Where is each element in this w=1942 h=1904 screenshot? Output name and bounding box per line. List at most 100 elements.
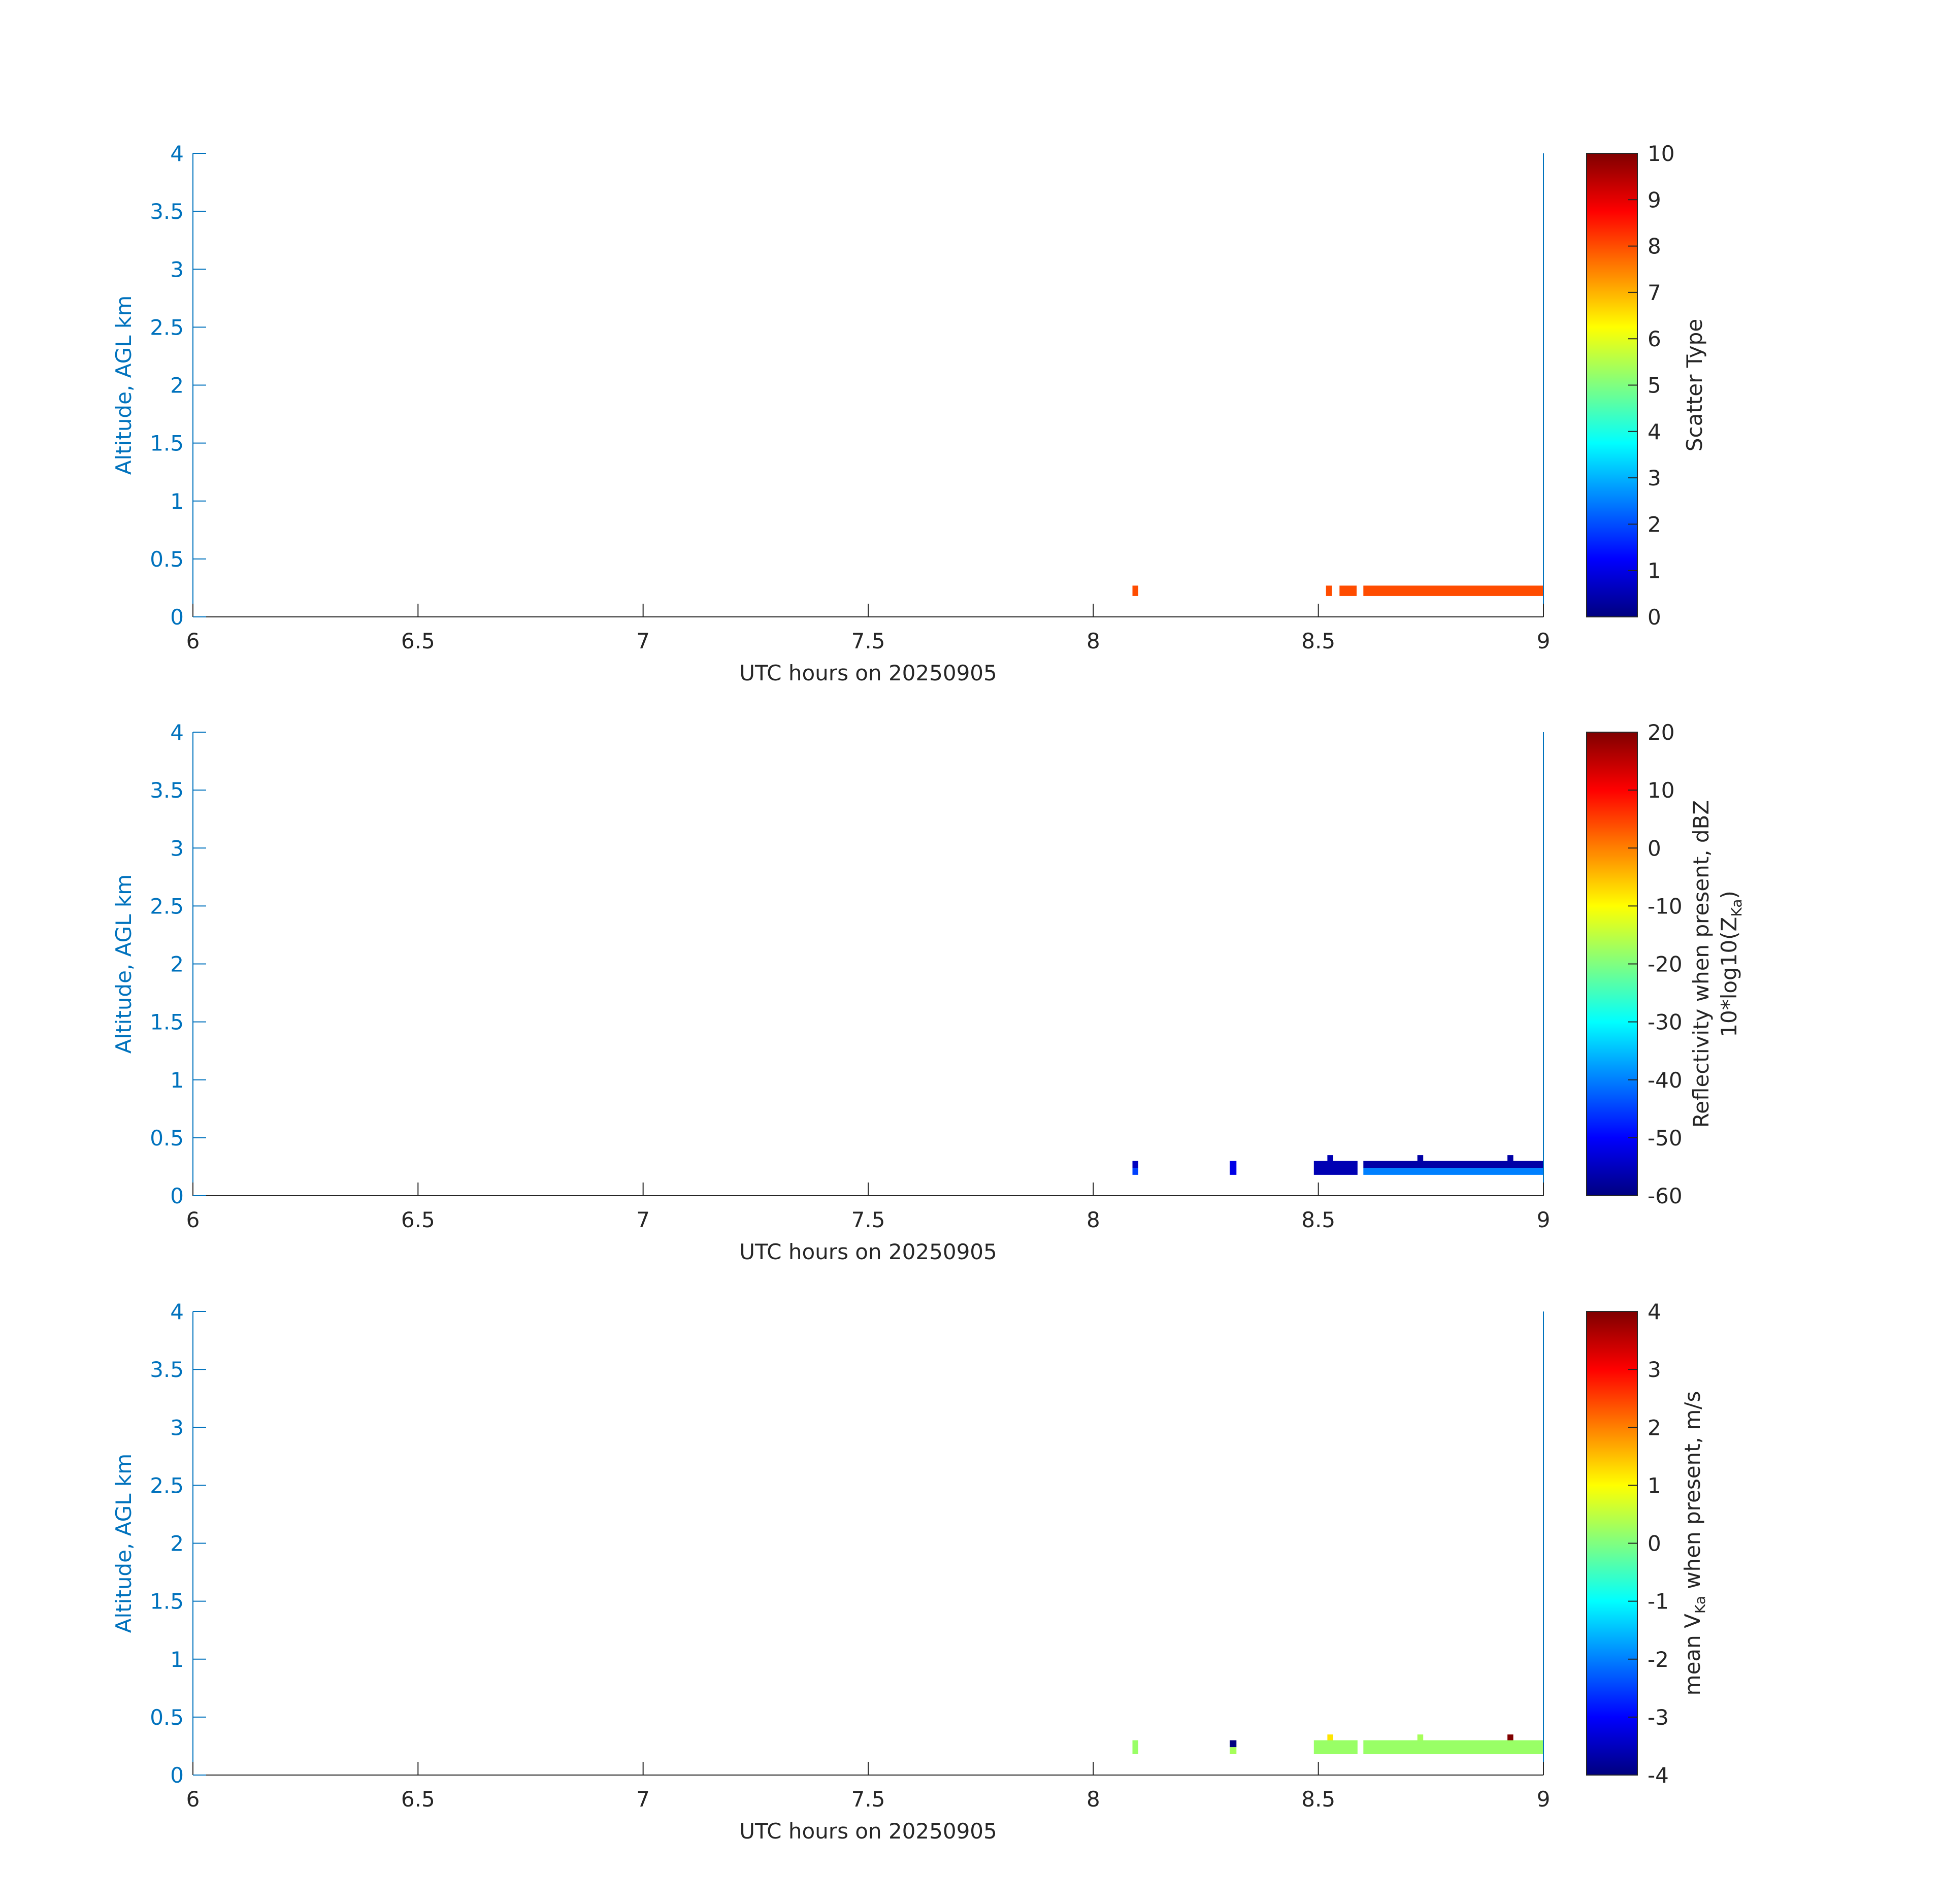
- x-tick-label: 6: [186, 1207, 200, 1232]
- y-axis-label: Altitude, AGL km: [111, 1454, 136, 1633]
- x-tick-label: 7: [636, 1207, 650, 1232]
- colorbar-label-post: when present, m/s: [1680, 1391, 1705, 1596]
- colorbar-tick-label: -4: [1648, 1763, 1669, 1788]
- y-tick-label: 0: [170, 605, 184, 630]
- data-cell: [1417, 1734, 1424, 1741]
- colorbar-label-sub: Ka: [1692, 1596, 1708, 1614]
- y-tick-label: 3.5: [150, 778, 184, 803]
- x-tick-label: 7.5: [851, 629, 885, 653]
- colorbar-tick-label: 6: [1648, 326, 1661, 351]
- y-tick-label: 1.5: [150, 1589, 184, 1614]
- colorbar-tick-label: -20: [1648, 952, 1683, 977]
- x-tick-label: 9: [1537, 1207, 1551, 1232]
- colorbar-tick-label: 4: [1648, 419, 1661, 444]
- colorbar-tick-label: 1: [1648, 559, 1661, 583]
- data-cell: [1327, 1734, 1333, 1741]
- y-tick-label: 1: [170, 489, 184, 514]
- data-cell: [1363, 585, 1543, 596]
- y-tick-label: 2.5: [150, 315, 184, 340]
- colorbar-tick-label: 10: [1648, 778, 1674, 803]
- colorbar-tick-label: 1: [1648, 1473, 1661, 1498]
- colorbar-tick-label: -2: [1648, 1647, 1669, 1672]
- y-tick-label: 1: [170, 1068, 184, 1093]
- data-cell: [1132, 585, 1138, 596]
- y-tick-label: 2.5: [150, 894, 184, 918]
- colorbar-label: mean VKa when present, m/s: [1680, 1391, 1708, 1696]
- data-cell: [1507, 1734, 1513, 1741]
- colorbar-label: Scatter Type: [1682, 319, 1707, 451]
- colorbar-tick-label: 2: [1648, 1415, 1661, 1440]
- data-cell: [1132, 1161, 1138, 1168]
- data-cell: [1417, 1155, 1424, 1161]
- x-axis-label: UTC hours on 20250905: [739, 661, 997, 685]
- y-tick-label: 1.5: [150, 1010, 184, 1035]
- y-tick-label: 2.5: [150, 1473, 184, 1498]
- data-cell: [1313, 1740, 1358, 1754]
- y-axis-label: Altitude, AGL km: [111, 296, 136, 475]
- x-tick-label: 8: [1087, 1207, 1100, 1232]
- x-tick-label: 8.5: [1301, 629, 1335, 653]
- y-tick-label: 3.5: [150, 1357, 184, 1382]
- y-tick-label: 2: [170, 1531, 184, 1556]
- colorbar-tick-label: -3: [1648, 1705, 1669, 1730]
- x-tick-label: 6.5: [401, 1787, 435, 1812]
- y-tick-label: 4: [170, 720, 184, 745]
- x-axis-label: UTC hours on 20250905: [739, 1819, 997, 1844]
- colorbar-tick-label: -30: [1648, 1010, 1683, 1035]
- colorbar-label2-sub: Ka: [1728, 899, 1745, 917]
- chart-panel-1: 6 6.5 7 7.5 8 8.5 9 0 0.5 1 1.5 2 2.5 3 3.5 4 UTC hours …: [111, 141, 1707, 685]
- colorbar-label-line2: 10*log10(ZKa): [1717, 891, 1745, 1037]
- y-tick-label: 3.5: [150, 199, 184, 224]
- x-tick-label: 6.5: [401, 1207, 435, 1232]
- colorbar-tick-label: 8: [1648, 234, 1661, 259]
- x-tick-label: 8: [1087, 629, 1100, 653]
- data-cell: [1326, 585, 1332, 596]
- data-cell: [1363, 1161, 1543, 1168]
- colorbar-tick-label: 3: [1648, 1357, 1661, 1382]
- y-tick-label: 0.5: [150, 547, 184, 572]
- data-cell: [1363, 1740, 1543, 1754]
- colorbar-tick-label: 5: [1648, 373, 1661, 398]
- colorbar-tick-label: 0: [1648, 836, 1661, 861]
- colorbar-tick-label: 2: [1648, 512, 1661, 537]
- colorbar-tick-label: -50: [1648, 1126, 1683, 1151]
- x-axis-label: UTC hours on 20250905: [739, 1239, 997, 1264]
- colorbar-tick-label: 0: [1648, 605, 1661, 630]
- y-tick-label: 1: [170, 1647, 184, 1672]
- x-tick-label: 6: [186, 629, 200, 653]
- x-tick-label: 7: [636, 1787, 650, 1812]
- colorbar-tick-label: 20: [1648, 720, 1674, 745]
- colorbar-tick-label: 4: [1648, 1299, 1661, 1324]
- colorbar-tick-label: 10: [1648, 141, 1674, 166]
- y-tick-label: 4: [170, 141, 184, 166]
- x-tick-label: 8: [1087, 1787, 1100, 1812]
- y-tick-label: 0: [170, 1184, 184, 1208]
- colorbar-tick-label: -40: [1648, 1068, 1683, 1093]
- colorbar-tick-label: 9: [1648, 187, 1661, 212]
- x-tick-label: 9: [1537, 1787, 1551, 1812]
- y-tick-label: 3: [170, 836, 184, 861]
- data-cell: [1327, 1155, 1333, 1161]
- data-cell: [1363, 1168, 1543, 1175]
- x-tick-label: 7.5: [851, 1207, 885, 1232]
- y-tick-label: 0: [170, 1763, 184, 1788]
- colorbar-tick-label: 3: [1648, 466, 1661, 490]
- data-cell: [1313, 1161, 1358, 1175]
- colorbar-label2-end: ): [1717, 891, 1741, 899]
- colorbar-tick-label: -60: [1648, 1184, 1683, 1208]
- data-cell: [1132, 1740, 1138, 1754]
- colorbar-tick-label: 0: [1648, 1531, 1661, 1556]
- y-axis-label: Altitude, AGL km: [111, 874, 136, 1054]
- x-tick-label: 6: [186, 1787, 200, 1812]
- chart-panel-3: 6 6.5 7 7.5 8 8.5 9 0 0.5 1 1.5 2 2.5 3 3.5 4 UTC hours …: [111, 1299, 1708, 1844]
- data-cell: [1230, 1740, 1237, 1748]
- chart-panel-2: 6 6.5 7 7.5 8 8.5 9 0 0.5 1 1.5 2 2.5 3 3.5 4 UTC hours …: [111, 720, 1745, 1264]
- x-tick-label: 6.5: [401, 629, 435, 653]
- colorbar-label2-main: 10*log10(Z: [1717, 917, 1741, 1037]
- y-tick-label: 3: [170, 257, 184, 282]
- y-tick-label: 4: [170, 1299, 184, 1324]
- data-cell: [1507, 1155, 1513, 1161]
- y-tick-label: 3: [170, 1415, 184, 1440]
- y-tick-label: 0.5: [150, 1126, 184, 1151]
